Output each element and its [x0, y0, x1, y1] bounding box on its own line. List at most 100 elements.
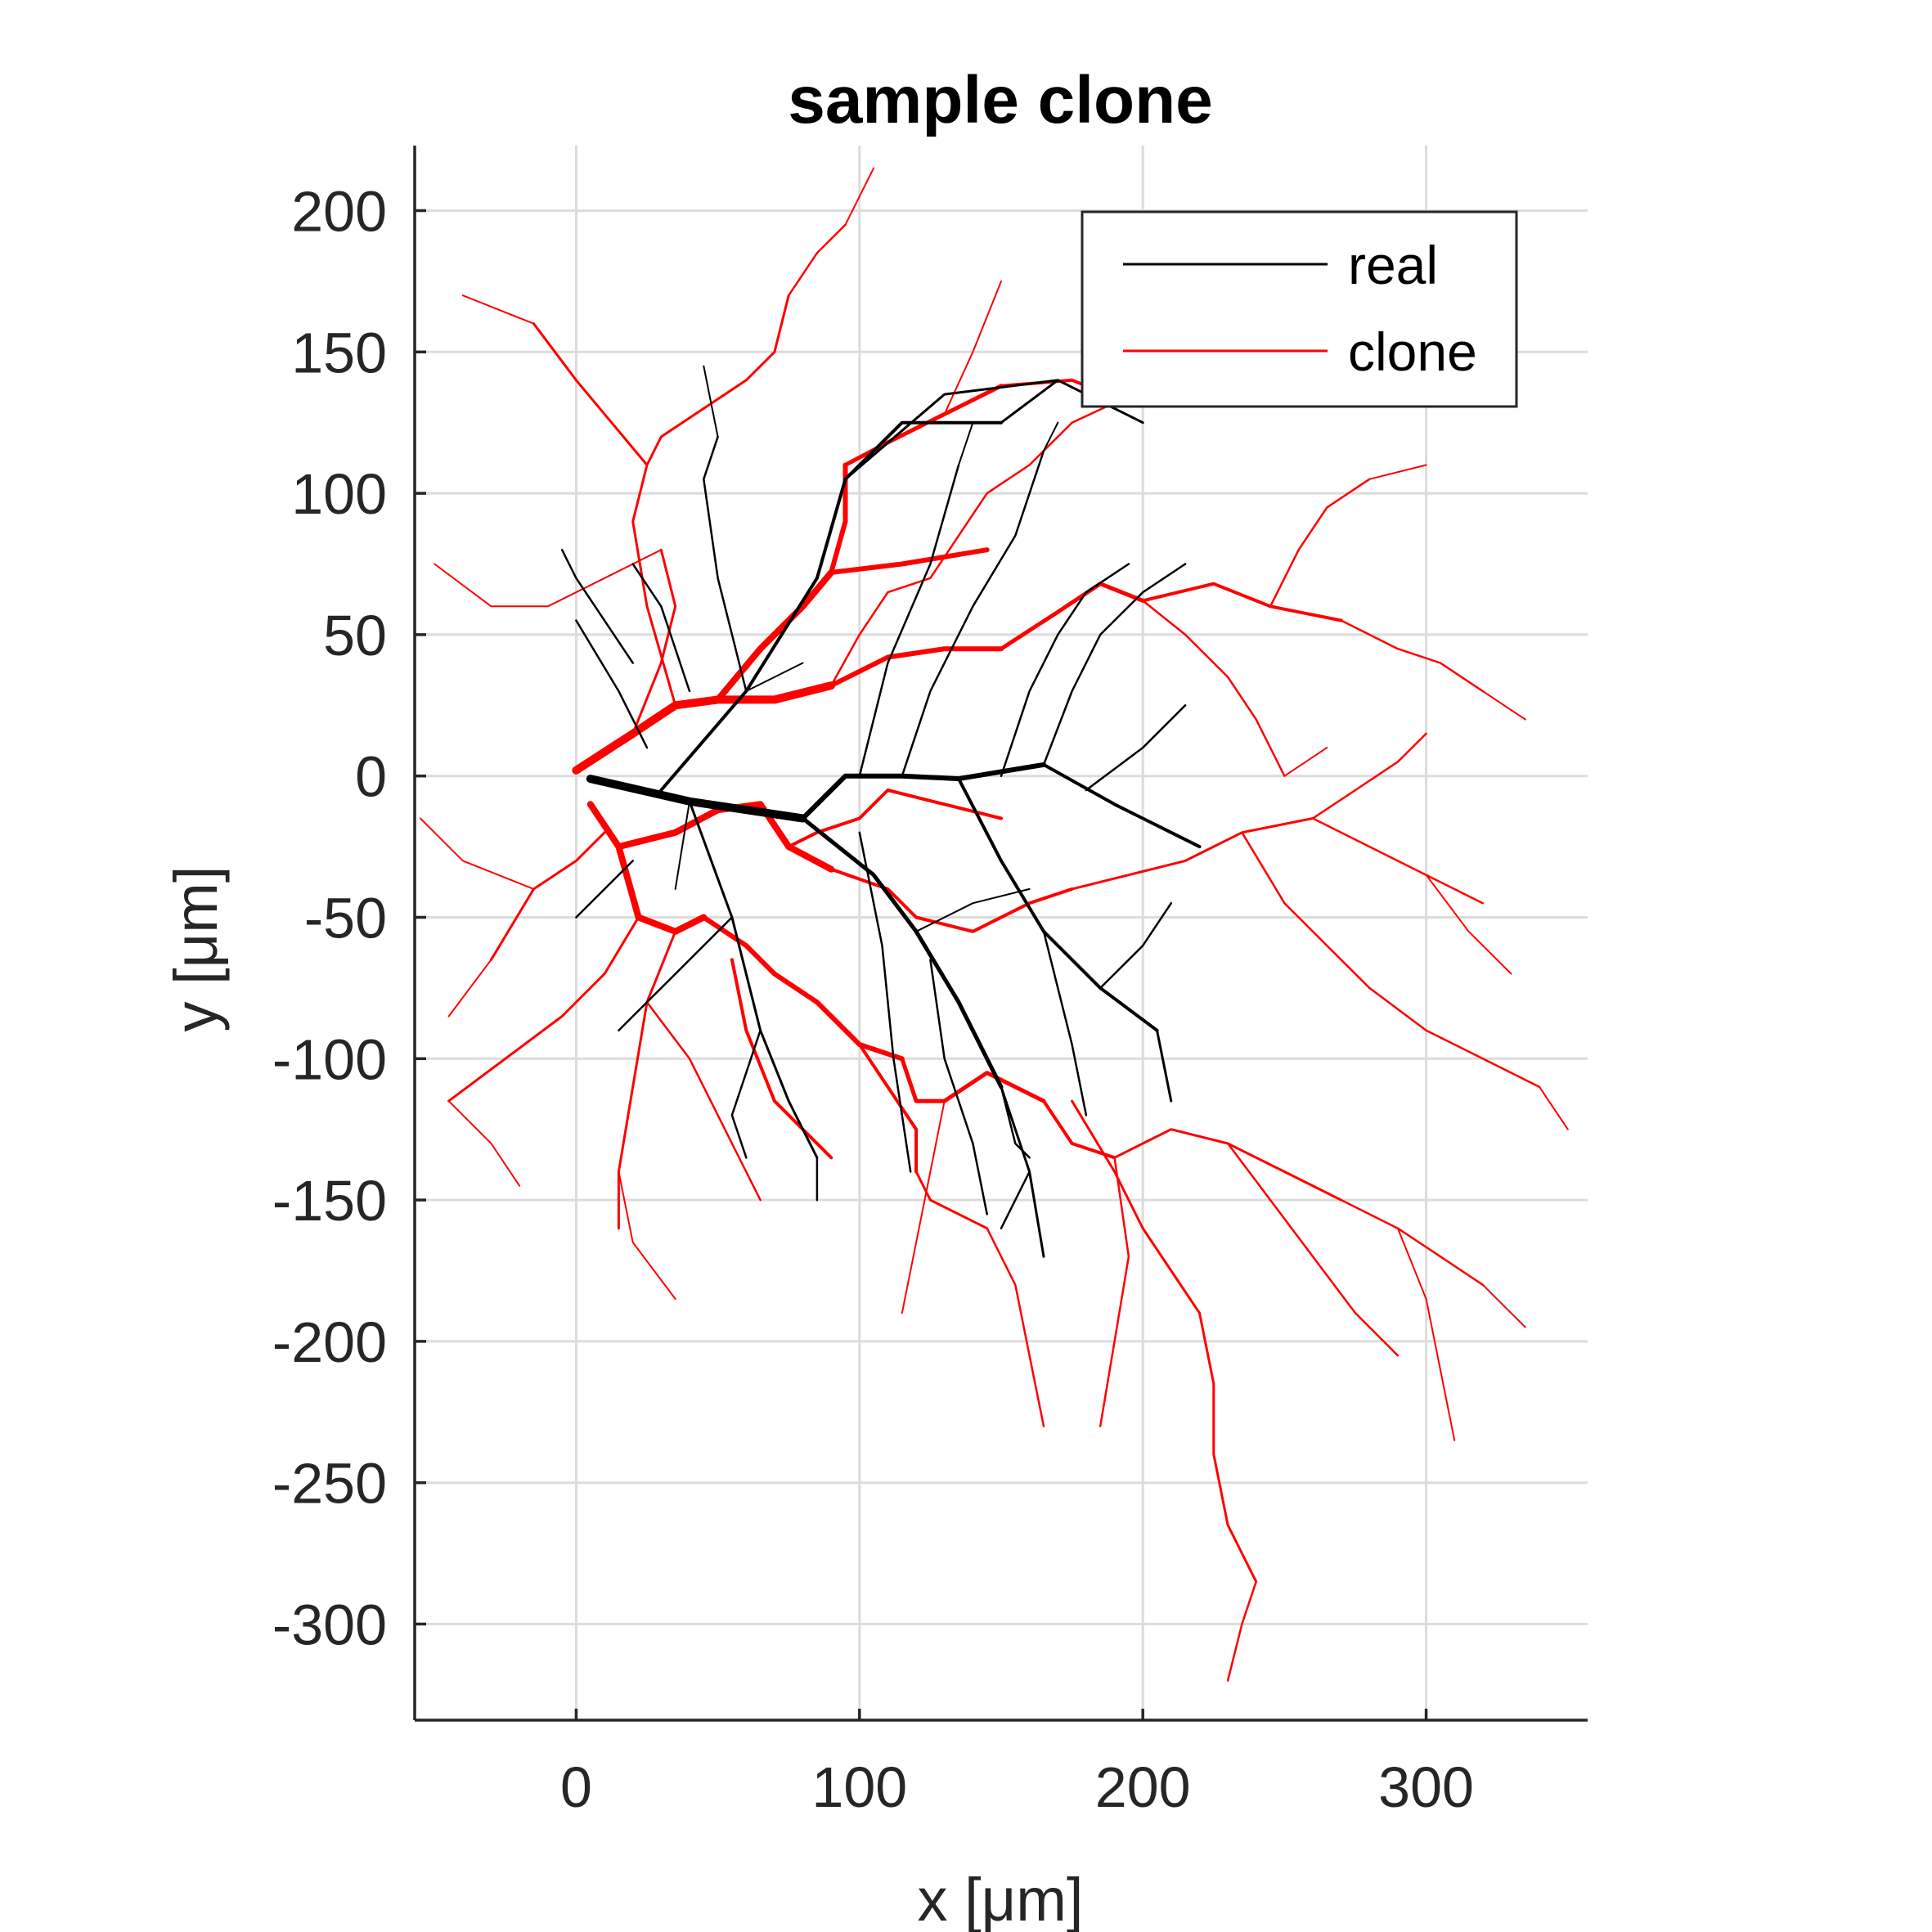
clone-branch — [1340, 1198, 1485, 1287]
real-branch — [1000, 563, 1130, 777]
clone-branch — [447, 959, 492, 1018]
real-branch — [659, 420, 1003, 792]
real-branch — [858, 464, 960, 777]
y-tick-label: -300 — [272, 1593, 387, 1656]
clone-branch — [1042, 1099, 1117, 1160]
clone-branch — [714, 568, 835, 703]
clone-branch — [1241, 831, 1371, 990]
real-branch — [618, 916, 734, 1031]
clone-branch — [1226, 1142, 1400, 1357]
clone-branch — [645, 1000, 762, 1202]
chart-title: sample clone — [788, 63, 1213, 137]
clone-branch — [829, 646, 1004, 689]
clone-branch — [787, 223, 847, 297]
clone-branch — [1396, 1227, 1456, 1441]
clone-branch — [447, 1100, 521, 1187]
clone-branch — [461, 294, 535, 325]
series-real — [560, 365, 1202, 1258]
y-tick-label: -200 — [272, 1310, 387, 1374]
clone-branch — [986, 402, 1116, 495]
real-branch — [915, 887, 1031, 932]
x-tick-label: 0 — [560, 1755, 592, 1819]
clone-branch — [631, 435, 677, 707]
clone-branch — [829, 867, 1074, 933]
clone-branch — [1141, 582, 1343, 622]
real-branch — [730, 1029, 762, 1159]
real-branch — [674, 800, 690, 890]
clone-branch — [447, 916, 640, 1103]
real-branch — [1042, 762, 1202, 849]
y-tick-label: 200 — [291, 179, 387, 243]
clone-branch — [787, 789, 1003, 849]
clone-branch — [1539, 1085, 1569, 1130]
clone-branch — [532, 322, 649, 466]
real-branch — [844, 379, 1059, 481]
plot-area — [419, 167, 1569, 1682]
real-branch — [800, 762, 1046, 821]
clone-branch — [730, 958, 776, 1103]
y-tick-label: 150 — [291, 321, 387, 384]
y-tick-label: -50 — [304, 886, 387, 950]
y-tick-label: 0 — [355, 745, 387, 809]
clone-branch — [829, 492, 988, 687]
clone-branch — [1198, 1311, 1258, 1584]
y-tick-label: 100 — [291, 462, 387, 526]
y-tick-label: -250 — [272, 1452, 387, 1516]
real-branch — [1042, 563, 1187, 766]
clone-branch — [419, 817, 535, 890]
clone-branch — [900, 1056, 1046, 1103]
clone-branch — [434, 549, 663, 608]
legend-label-real: real — [1348, 235, 1438, 295]
real-branch — [703, 365, 719, 438]
real-branch — [1043, 421, 1059, 452]
real-branch — [1000, 379, 1144, 425]
clone-branch — [631, 548, 677, 735]
clone-branch — [659, 294, 790, 438]
clone-branch — [1481, 690, 1526, 721]
clone-branch — [1226, 1580, 1257, 1682]
clone-branch — [1368, 464, 1427, 480]
real-branch — [745, 662, 804, 692]
x-axis-label: x [μm] — [918, 1866, 1084, 1932]
clone-branch — [1141, 600, 1286, 777]
clone-branch — [999, 582, 1145, 651]
y-tick-label: 50 — [323, 604, 387, 667]
real-branch — [858, 831, 912, 1173]
clone-branch — [1269, 478, 1371, 608]
clone-branch — [843, 384, 1004, 467]
clone-branch — [618, 1170, 676, 1301]
real-branch — [958, 421, 974, 466]
clone-branch — [986, 1227, 1045, 1427]
y-tick-label: -150 — [272, 1169, 387, 1233]
clone-branch — [1071, 817, 1314, 891]
clone-branch — [829, 547, 990, 575]
clone-branch — [1425, 874, 1512, 975]
real-branch — [1000, 1085, 1031, 1159]
real-branch — [631, 563, 691, 693]
real-branch — [1000, 1170, 1031, 1229]
clone-branch — [1071, 1099, 1201, 1314]
real-branch — [1085, 704, 1187, 792]
clone-branch — [844, 167, 875, 226]
clone-branch — [1283, 747, 1328, 777]
clone-branch — [490, 831, 606, 961]
legend-label-clone: clone — [1348, 321, 1477, 382]
clone-branch — [1311, 817, 1485, 905]
real-branch — [1156, 1029, 1173, 1103]
clone-branch — [572, 681, 836, 775]
tick-labels: 0 100 200 300 200 150 100 50 0 -50 -100 -150 -200 -25… — [272, 179, 1474, 1819]
x-tick-label: 100 — [811, 1755, 907, 1819]
real-branch — [575, 860, 634, 919]
clone-branch — [701, 914, 905, 1062]
axes — [413, 146, 1588, 1722]
y-axis-label: y [μm] — [162, 866, 230, 1032]
real-branch — [901, 449, 1045, 777]
x-tick-label: 200 — [1095, 1755, 1191, 1819]
clone-branch — [914, 1170, 989, 1230]
series-clone — [419, 167, 1569, 1682]
real-branch — [575, 619, 649, 749]
real-branch — [703, 435, 748, 693]
real-branch — [1099, 901, 1173, 990]
real-branch — [1042, 930, 1088, 1117]
